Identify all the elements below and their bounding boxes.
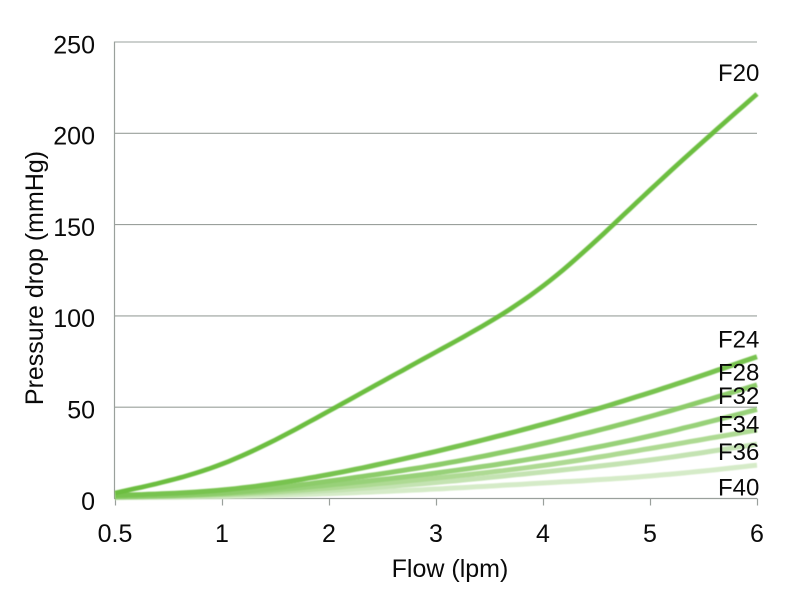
svg-text:250: 250 [53,31,95,59]
svg-text:6: 6 [750,520,764,548]
svg-text:3: 3 [429,520,443,548]
svg-text:2: 2 [322,520,336,548]
svg-text:F32: F32 [718,383,759,410]
svg-text:100: 100 [53,305,95,333]
svg-text:F36: F36 [718,439,759,466]
svg-text:F24: F24 [718,327,759,354]
svg-text:50: 50 [67,397,95,425]
svg-text:F20: F20 [718,60,759,87]
svg-text:F34: F34 [718,412,759,439]
svg-text:F40: F40 [718,475,759,502]
svg-text:F28: F28 [718,360,759,387]
svg-text:200: 200 [53,123,95,151]
svg-text:Flow (lpm): Flow (lpm) [392,555,509,583]
svg-text:150: 150 [53,214,95,242]
svg-text:Pressure drop (mmHg): Pressure drop (mmHg) [21,151,49,405]
svg-text:1: 1 [215,520,229,548]
svg-text:5: 5 [643,520,657,548]
svg-text:0.5: 0.5 [98,520,133,548]
svg-text:4: 4 [536,520,550,548]
svg-text:0: 0 [81,488,95,516]
